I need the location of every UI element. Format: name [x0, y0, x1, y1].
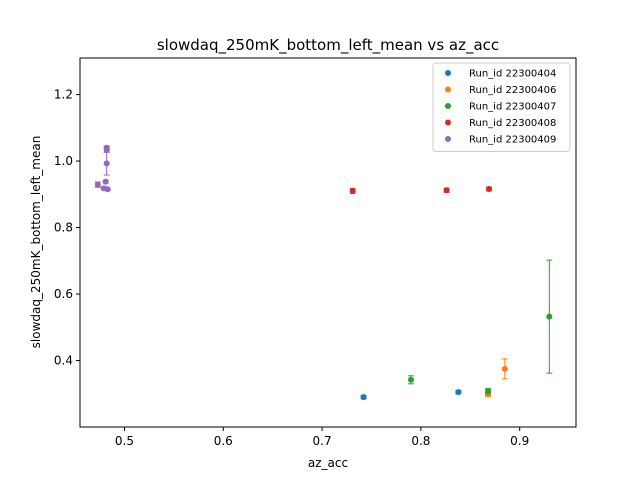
legend: Run_id 22300404 Run_id 22300406 Run_id 223… [432, 62, 571, 152]
legend-marker [445, 70, 451, 76]
legend-label: Run_id 22300409 [469, 135, 556, 146]
legend-label: Run_id 22300407 [469, 102, 556, 113]
legend-marker [445, 136, 451, 142]
data-point [102, 178, 109, 185]
x-tick-label: 0.9 [510, 434, 529, 448]
plot-frame [79, 57, 577, 428]
y-tick-label: 0.8 [54, 221, 73, 235]
data-point [349, 187, 356, 194]
axis-ticks: 0.5 0.6 0.7 0.8 0.9 0.4 0.6 0.8 1.0 1.2 [54, 88, 529, 448]
legend-marker [445, 103, 451, 109]
x-tick-label: 0.7 [313, 434, 332, 448]
legend-label: Run_id 22300408 [469, 118, 556, 129]
x-tick-label: 0.5 [115, 434, 134, 448]
y-axis-label: slowdaq_250mK_bottom_left_mean [29, 136, 43, 349]
data-point [443, 187, 450, 194]
data-point [407, 376, 414, 383]
legend-box [432, 62, 571, 152]
data-point [455, 389, 462, 396]
y-tick-label: 0.6 [54, 287, 73, 301]
data-point [486, 185, 493, 192]
data-point [485, 388, 492, 395]
legend-marker [445, 86, 451, 93]
y-tick-label: 1.2 [54, 88, 73, 102]
chart-title: slowdaq_250mK_bottom_left_mean vs az_acc [157, 36, 499, 55]
data-point [104, 186, 111, 193]
data-point [94, 181, 101, 188]
legend-marker [445, 119, 451, 126]
series-5 [94, 144, 111, 193]
data-marks [94, 144, 553, 401]
x-tick-label: 0.8 [411, 434, 430, 448]
x-axis-label: az_acc [308, 456, 348, 470]
x-tick-label: 0.6 [214, 434, 233, 448]
legend-label: Run_id 22300406 [469, 85, 556, 96]
legend-label: Run_id 22300404 [469, 69, 556, 80]
y-tick-label: 1.0 [54, 154, 73, 168]
series-3 [407, 259, 553, 395]
data-point [360, 394, 367, 401]
series-4 [349, 185, 493, 194]
data-point [501, 365, 508, 372]
data-point [103, 144, 110, 151]
y-tick-label: 0.4 [54, 354, 73, 368]
data-point [546, 313, 553, 320]
data-point [103, 160, 110, 167]
